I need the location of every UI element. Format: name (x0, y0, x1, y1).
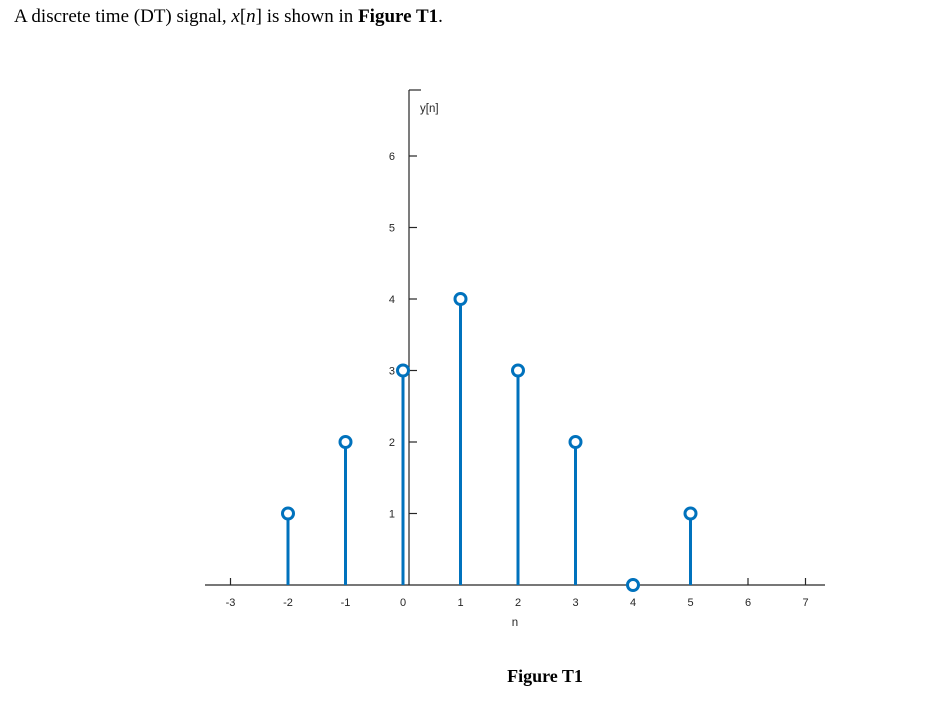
x-tick-label: 5 (687, 597, 693, 609)
x-tick-label: 1 (457, 597, 463, 609)
y-tick-label: 5 (389, 223, 395, 235)
x-tick-label: 2 (515, 597, 521, 609)
x-tick-label: -2 (283, 597, 293, 609)
x-tick-label: 6 (745, 597, 751, 609)
y-axis-label: y[n] (420, 103, 439, 115)
y-tick-label: 3 (389, 366, 395, 378)
problem-statement: A discrete time (DT) signal, x[n] is sho… (14, 6, 914, 28)
x-tick-label: 7 (802, 597, 808, 609)
heading-period: . (438, 6, 443, 27)
stem-marker (511, 363, 525, 378)
heading-bracket-close: ] (255, 6, 262, 27)
heading-text-1: A discrete time (DT) signal, (14, 6, 232, 27)
y-tick-label: 6 (389, 151, 395, 163)
y-tick-label: 4 (389, 294, 395, 306)
heading-math-n: n (246, 6, 256, 27)
stem-marker (683, 506, 698, 521)
figure-caption: Figure T1 (507, 666, 583, 686)
x-tick-label: -3 (226, 597, 236, 609)
y-tick-label: 1 (389, 509, 395, 521)
stem-marker (568, 435, 583, 449)
heading-figure-ref: Figure T1 (358, 6, 439, 27)
stem-marker (626, 578, 640, 592)
x-axis-label: n (512, 617, 518, 629)
x-tick-label: 3 (572, 597, 578, 609)
x-tick-label: 0 (400, 597, 406, 609)
x-tick-label: -1 (341, 597, 351, 609)
x-tick-label: 4 (630, 597, 636, 609)
stem-marker (453, 292, 468, 306)
stem-marker (396, 363, 410, 378)
y-tick-label: 2 (389, 437, 395, 449)
heading-math-x: x (231, 6, 240, 27)
heading-text-2: is shown in (261, 6, 359, 27)
stem-marker (338, 435, 353, 449)
stem-marker (281, 506, 295, 521)
heading-bracket-open: [ (239, 6, 247, 27)
